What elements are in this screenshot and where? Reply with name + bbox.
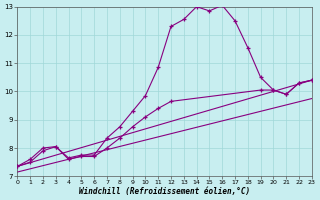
X-axis label: Windchill (Refroidissement éolien,°C): Windchill (Refroidissement éolien,°C): [79, 187, 250, 196]
